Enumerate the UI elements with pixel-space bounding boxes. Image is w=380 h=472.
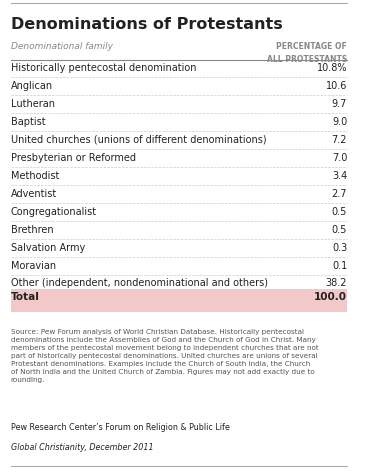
Text: Brethren: Brethren [11, 225, 53, 235]
Text: PERCENTAGE OF: PERCENTAGE OF [276, 42, 347, 51]
Text: 9.7: 9.7 [332, 99, 347, 109]
Text: Pew Research Center’s Forum on Religion & Public Life: Pew Research Center’s Forum on Religion … [11, 423, 230, 432]
Text: Other (independent, nondenominational and others): Other (independent, nondenominational an… [11, 278, 268, 288]
Text: Lutheran: Lutheran [11, 99, 55, 109]
Text: 0.1: 0.1 [332, 261, 347, 270]
Text: Moravian: Moravian [11, 261, 56, 270]
FancyBboxPatch shape [11, 289, 347, 312]
Text: Denominational family: Denominational family [11, 42, 113, 51]
Text: Historically pentecostal denomination: Historically pentecostal denomination [11, 63, 196, 73]
Text: 0.3: 0.3 [332, 243, 347, 253]
Text: 10.6: 10.6 [326, 81, 347, 91]
Text: 0.5: 0.5 [332, 207, 347, 217]
Text: 2.7: 2.7 [332, 189, 347, 199]
Text: 7.0: 7.0 [332, 153, 347, 163]
Text: 0.5: 0.5 [332, 225, 347, 235]
Text: 100.0: 100.0 [314, 292, 347, 302]
Text: Adventist: Adventist [11, 189, 57, 199]
Text: Source: Pew Forum analysis of World Christian Database. Historically pentecostal: Source: Pew Forum analysis of World Chri… [11, 329, 318, 382]
Text: Methodist: Methodist [11, 171, 59, 181]
Text: 38.2: 38.2 [326, 278, 347, 288]
Text: United churches (unions of different denominations): United churches (unions of different den… [11, 135, 266, 145]
Text: Congregationalist: Congregationalist [11, 207, 97, 217]
Text: Salvation Army: Salvation Army [11, 243, 85, 253]
Text: 10.8%: 10.8% [317, 63, 347, 73]
Text: ALL PROTESTANTS: ALL PROTESTANTS [267, 55, 347, 64]
Text: Denominations of Protestants: Denominations of Protestants [11, 17, 282, 32]
Text: 9.0: 9.0 [332, 117, 347, 127]
Text: 3.4: 3.4 [332, 171, 347, 181]
Text: Total: Total [11, 292, 40, 302]
Text: Baptist: Baptist [11, 117, 45, 127]
Text: Global Christianity, December 2011: Global Christianity, December 2011 [11, 443, 154, 452]
Text: Anglican: Anglican [11, 81, 53, 91]
Text: Presbyterian or Reformed: Presbyterian or Reformed [11, 153, 136, 163]
Text: 7.2: 7.2 [332, 135, 347, 145]
